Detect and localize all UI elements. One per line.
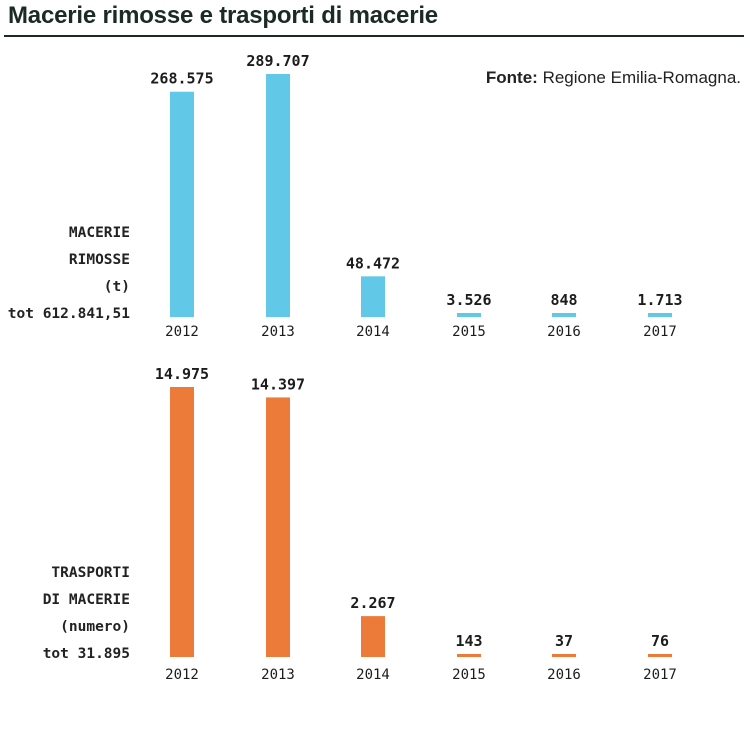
panel-label-line: tot 31.895 xyxy=(42,646,130,662)
chart-title: Macerie rimosse e trasporti di macerie xyxy=(8,2,438,29)
bar-2014 xyxy=(361,616,385,657)
bar-2017 xyxy=(648,313,672,317)
panel-label-line: DI MACERIE xyxy=(42,592,130,608)
value-label: 143 xyxy=(455,632,482,650)
tick-label: 2012 xyxy=(165,667,199,683)
value-label: 76 xyxy=(651,632,669,650)
panel-label-line: (numero) xyxy=(60,619,130,635)
bar-chart-trasporti-macerie: 14.975 2012 14.397 2013 2.267 2014 143 2015 37 20… xyxy=(155,365,677,683)
bar-2013 xyxy=(266,397,290,657)
tick-label: 2014 xyxy=(356,667,390,683)
tick-label: 2013 xyxy=(261,667,295,683)
bar-2016 xyxy=(552,654,576,657)
source-label: Fonte: xyxy=(485,68,538,87)
value-label: 268.575 xyxy=(150,70,213,88)
panel-label-trasporti: TRASPORTI DI MACERIE (numero) tot 31.895 xyxy=(43,560,130,668)
tick-label: 2016 xyxy=(547,667,581,683)
value-label: 1.713 xyxy=(637,291,682,309)
tick-label: 2013 xyxy=(261,324,295,340)
source-text: Regione Emilia-Romagna. xyxy=(542,68,741,87)
value-label: 14.397 xyxy=(251,375,305,393)
panel-label-line: (t) xyxy=(103,279,130,295)
value-label: 848 xyxy=(550,291,577,309)
panel-trasporti-macerie: TRASPORTI DI MACERIE (numero) tot 31.895… xyxy=(0,350,750,755)
tick-label: 2014 xyxy=(356,324,390,340)
bar-2016 xyxy=(552,313,576,317)
bar-chart-macerie-rimosse: 268.575 2012 289.707 2013 48.472 2014 3.526 201… xyxy=(150,52,682,340)
panel-label-line: RIMOSSE xyxy=(68,252,130,268)
panel-macerie-rimosse: MACERIE RIMOSSE (t) tot 612.841,51 268.5… xyxy=(0,0,750,350)
value-label: 2.267 xyxy=(350,594,395,612)
bar-2014 xyxy=(361,276,385,317)
panel-label-line: tot 612.841,51 xyxy=(7,306,130,322)
bar-2015 xyxy=(457,313,481,317)
panel-label-line: MACERIE xyxy=(68,225,130,241)
value-label: 3.526 xyxy=(446,291,491,309)
value-label: 48.472 xyxy=(346,254,400,272)
value-label: 14.975 xyxy=(155,365,209,383)
panel-label-line: TRASPORTI xyxy=(51,565,130,581)
panel-label-rimosse: MACERIE RIMOSSE (t) tot 612.841,51 xyxy=(8,220,130,328)
value-label: 289.707 xyxy=(246,52,309,70)
tick-label: 2017 xyxy=(643,324,677,340)
tick-label: 2017 xyxy=(643,667,677,683)
tick-label: 2012 xyxy=(165,324,199,340)
value-label: 37 xyxy=(555,632,573,650)
bar-2012 xyxy=(170,387,194,657)
bar-2015 xyxy=(457,654,481,657)
bar-2012 xyxy=(170,91,194,317)
tick-label: 2015 xyxy=(452,324,486,340)
title-divider xyxy=(4,35,744,37)
bar-2013 xyxy=(266,74,290,317)
tick-label: 2016 xyxy=(547,324,581,340)
bar-2017 xyxy=(648,654,672,657)
tick-label: 2015 xyxy=(452,667,486,683)
source-note: Fonte: Regione Emilia-Romagna. xyxy=(486,68,741,88)
